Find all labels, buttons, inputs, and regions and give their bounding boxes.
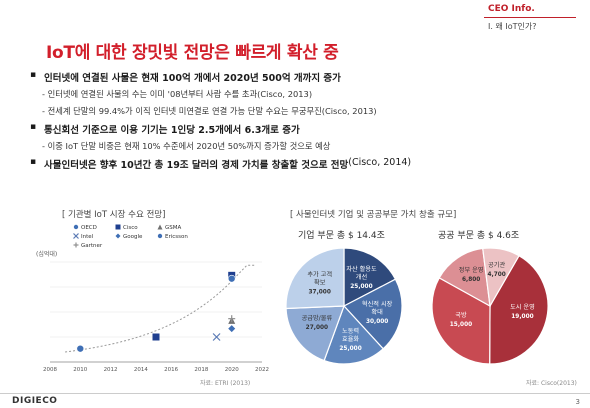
pie-slice bbox=[285, 305, 345, 362]
pie-slice bbox=[343, 278, 403, 350]
pie-slice-label: 노동력 bbox=[342, 327, 359, 335]
bullet-main-2: ▪ 통신회선 기준으로 이용 기기는 1인당 2.5개에서 6.3개로 증가 bbox=[30, 122, 580, 136]
bullet-main-1: ▪ 인터넷에 연결된 사물은 현재 100억 개에서 2020년 500억 개까지… bbox=[30, 70, 580, 84]
x-tick-label: 2016 bbox=[164, 367, 178, 373]
bullet-list: ▪ 인터넷에 연결된 사물은 현재 100억 개에서 2020년 500억 개까지… bbox=[30, 70, 580, 175]
legend-label: Gartner bbox=[81, 243, 103, 249]
header-divider bbox=[484, 17, 576, 18]
x-tick-label: 2012 bbox=[104, 367, 118, 373]
bullet-sub-2: - 전세계 단말의 99.4%가 이직 인터넷 미연결로 연결 가능 단말 수요… bbox=[42, 106, 377, 116]
pie1-title: 기업 부문 총 $ 14.4조 bbox=[298, 231, 385, 241]
legend-label: Ericsson bbox=[165, 234, 188, 240]
pie-slice-value: 37,000 bbox=[309, 290, 331, 296]
pie-slice-value: 4,700 bbox=[487, 272, 505, 278]
header-info: CEO Info. I. 왜 IoT인가? bbox=[484, 4, 576, 32]
pie-slice-label: 확대 bbox=[371, 308, 383, 316]
legend-label: Intel bbox=[81, 234, 94, 240]
data-point bbox=[152, 333, 160, 341]
left-chart-heading: [ 기관별 IoT 시장 수요 전망] bbox=[62, 210, 166, 220]
pie-slice-value: 15,000 bbox=[450, 322, 472, 328]
bullet-source: (Cisco, 2014) bbox=[348, 157, 412, 168]
pie2-title: 공공 부문 총 $ 4.6조 bbox=[438, 231, 520, 241]
pie-slice-value: 6,800 bbox=[462, 277, 480, 283]
trend-curve bbox=[65, 264, 255, 353]
section-label: I. 왜 IoT인가? bbox=[488, 22, 537, 31]
pie-slice bbox=[482, 247, 520, 308]
x-tick-label: 2008 bbox=[43, 367, 57, 373]
pie-slice-label: 확보 bbox=[314, 279, 326, 287]
data-point bbox=[227, 274, 236, 283]
right-chart-source: 자료: Cisco(2013) bbox=[526, 380, 577, 387]
pie-slice-value: 19,000 bbox=[511, 314, 533, 320]
pie-slice-label: 국방 bbox=[455, 311, 467, 319]
pie-slice bbox=[489, 254, 549, 365]
pie-slice-value: 25,000 bbox=[350, 284, 372, 290]
x-tick-label: 2022 bbox=[255, 367, 269, 373]
pie-slice-label: 개선 bbox=[356, 273, 368, 281]
company-label: CEO Info. bbox=[488, 4, 535, 14]
pie-slice bbox=[285, 247, 345, 310]
data-point bbox=[212, 333, 221, 341]
chart-legend: OECD Cisco GSMA Intel Google Ericsson Gartner bbox=[73, 224, 188, 249]
x-tick-label: 2020 bbox=[225, 367, 239, 373]
bullet-square-icon: ▪ bbox=[30, 157, 37, 167]
pie-slice-value: 27,000 bbox=[306, 325, 328, 331]
data-point bbox=[76, 344, 85, 353]
x-tick-label: 2014 bbox=[134, 367, 148, 373]
legend-marker bbox=[73, 233, 79, 239]
legend-marker bbox=[115, 233, 121, 239]
pie-slice bbox=[438, 247, 491, 308]
page-title: IoT에 대한 장밋빛 전망은 빠르게 확산 중 bbox=[46, 43, 339, 63]
public-pie: 도시 운영 19,000 국방 15,000 정부 운영 6,800 공기관 4,700 bbox=[431, 247, 549, 365]
pie-slice-label: 도시 운영 bbox=[510, 303, 535, 311]
right-chart-heading: [ 사물인터넷 기업 및 공공부문 가치 창출 규모] bbox=[290, 210, 457, 220]
x-tick-label: 2018 bbox=[194, 367, 208, 373]
brand-logo: DIGIECO bbox=[12, 396, 58, 406]
data-point bbox=[228, 325, 236, 333]
pie-slice bbox=[431, 277, 491, 365]
pie-slice-label: 혁신적 시장 bbox=[362, 300, 393, 308]
pie-slice-label: 효율화 bbox=[342, 336, 359, 343]
pie-slice-label: 공급망/물류 bbox=[302, 314, 333, 322]
legend-marker bbox=[73, 224, 79, 230]
bullet-main-3: ▪ 사물인터넷은 향후 10년간 총 19조 달러의 경제 가치를 창출할 것으로… bbox=[30, 157, 580, 171]
pie-slice-value: 25,000 bbox=[339, 346, 361, 352]
pie-slice-label: 추가 고객 bbox=[307, 271, 332, 279]
x-tick-label: 2010 bbox=[73, 367, 87, 373]
legend-marker bbox=[157, 224, 163, 230]
legend-label: Cisco bbox=[123, 225, 138, 231]
page-number: 3 bbox=[575, 398, 580, 406]
bullet-square-icon: ▪ bbox=[30, 70, 37, 80]
legend-marker bbox=[157, 233, 163, 239]
legend-label: GSMA bbox=[165, 225, 181, 231]
legend-marker bbox=[115, 224, 121, 230]
bullet-sub-1: - 인터넷에 연결된 사물의 수는 이미 '08년부터 사람 수를 초과(Cis… bbox=[42, 89, 313, 99]
bullet-sub-3: - 이중 IoT 단말 비중은 현재 10% 수준에서 2020년 50%까지 … bbox=[42, 141, 331, 151]
legend-label: OECD bbox=[81, 225, 97, 231]
left-chart-source: 자료: ETRI (2013) bbox=[200, 380, 251, 387]
data-point bbox=[228, 315, 236, 323]
pie-slice-label: 자산 활용도 bbox=[346, 265, 377, 273]
bullet-text: 통신회선 기준으로 이용 기기는 1인당 2.5개에서 6.3개로 증가 bbox=[44, 125, 300, 136]
bullet-text: 인터넷에 연결된 사물은 현재 100억 개에서 2020년 500억 개까지 … bbox=[44, 73, 341, 84]
legend-marker bbox=[73, 242, 79, 248]
pie-slice-value: 30,000 bbox=[366, 319, 388, 325]
pie-slice-label: 정부 운영 bbox=[459, 266, 484, 274]
bullet-text: 사물인터넷은 향후 10년간 총 19조 달러의 경제 가치를 창출할 것으로 … bbox=[44, 160, 349, 171]
y-unit-label: (십억대) bbox=[36, 250, 57, 258]
pie-slice-label: 공기관 bbox=[488, 261, 505, 269]
pie-slice bbox=[343, 247, 397, 307]
bullet-square-icon: ▪ bbox=[30, 122, 37, 132]
footer-divider bbox=[0, 393, 590, 394]
legend-label: Google bbox=[123, 234, 143, 240]
